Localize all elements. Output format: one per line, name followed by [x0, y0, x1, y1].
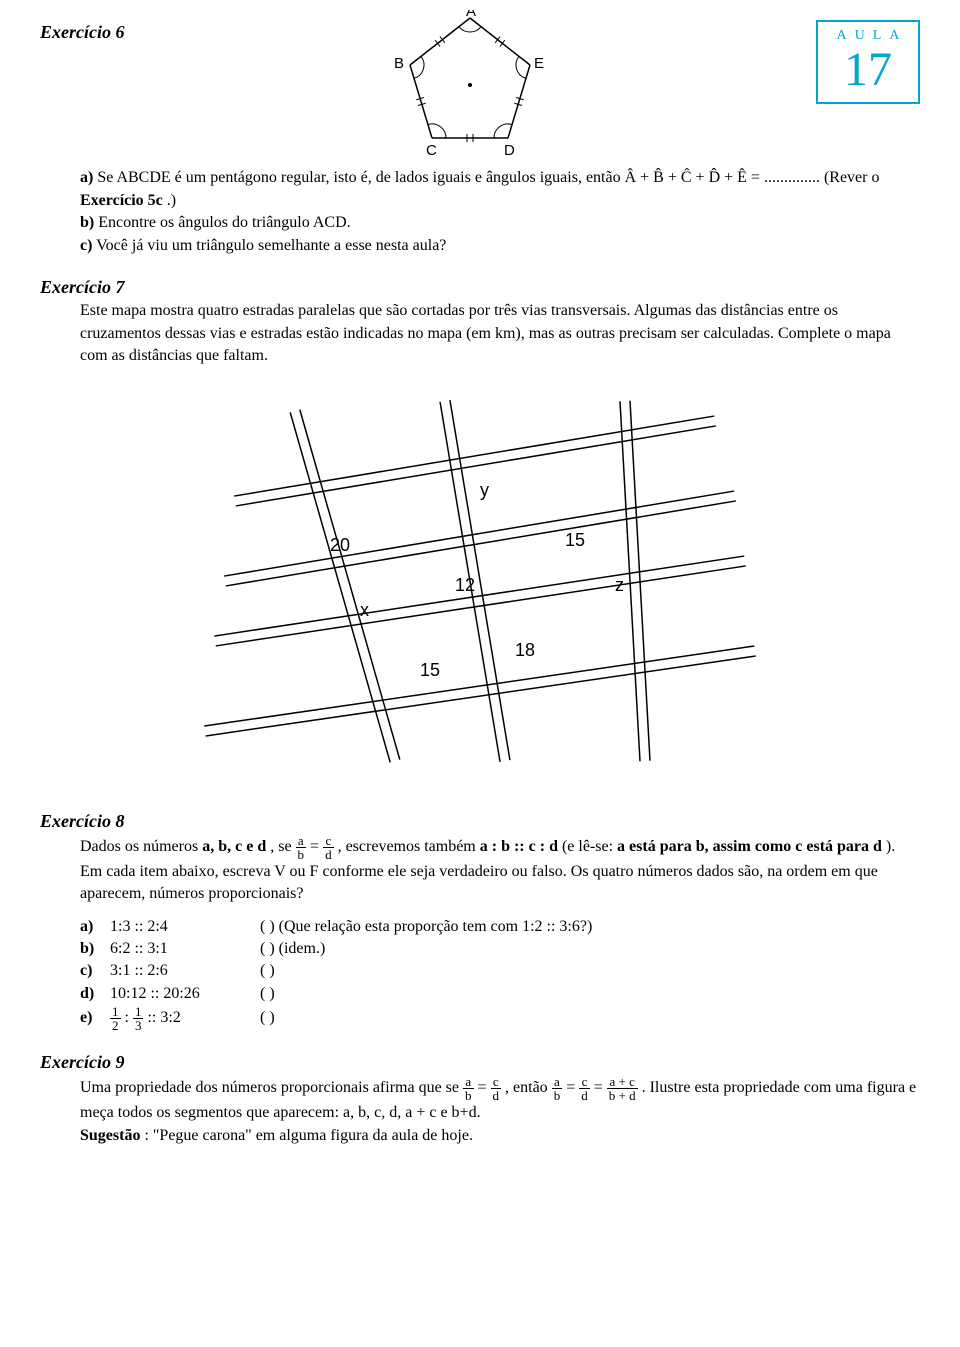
svg-text:15: 15	[565, 530, 585, 550]
ex6-a-text3: .)	[167, 192, 176, 209]
ex9-sug: : "Pegue carona" em alguma figura da aul…	[144, 1127, 472, 1144]
aula-box: AULA 17	[816, 20, 920, 104]
ex8-e-n: ( )	[260, 1007, 275, 1029]
ex6-a-formula: Â + B̂ + Ĉ + D̂ + Ê =	[625, 169, 764, 186]
ex8-read: a está para b, assim como c está para d	[617, 838, 882, 855]
frac-cd: cd	[323, 834, 334, 861]
ex8: Exercício 8 Dados os números a, b, c e d…	[40, 809, 920, 1033]
eq9c: =	[594, 1080, 607, 1097]
ex9: Exercício 9 Uma propriedade dos números …	[40, 1050, 920, 1147]
ex6-title: Exercício 6	[40, 20, 124, 45]
svg-text:18: 18	[515, 640, 535, 660]
ex8-a-n: ( ) (Que relação esta proporção tem com …	[260, 916, 592, 938]
ex8-item-a: a) 1:3 :: 2:4 ( ) (Que relação esta prop…	[80, 916, 920, 938]
ex8-item-c: c) 3:1 :: 2:6 ( )	[80, 960, 920, 982]
ex8-e-rest: :: 3:2	[147, 1009, 180, 1026]
svg-text:A: A	[466, 10, 476, 20]
svg-text:y: y	[480, 480, 489, 500]
header-row: Exercício 6 ABCDE AULA 17	[40, 20, 920, 167]
ex7-text: Este mapa mostra quatro estradas paralel…	[80, 300, 920, 367]
ex8-vars: a, b, c e d	[202, 838, 266, 855]
ex8-c-k: c)	[80, 960, 110, 982]
ex9-t1: Uma propriedade dos números proporcionai…	[80, 1080, 463, 1097]
ex6-b: b) Encontre os ângulos do triângulo ACD.	[80, 212, 920, 234]
svg-text:20: 20	[330, 535, 350, 555]
ex9-t2: , então	[505, 1080, 552, 1097]
ex8-c-p: 3:1 :: 2:6	[110, 960, 260, 982]
ex7-title: Exercício 7	[40, 275, 920, 300]
ex8-abcd: a : b :: c : d	[480, 838, 558, 855]
colon1: :	[125, 1009, 129, 1026]
frac9-2: cd	[491, 1075, 502, 1102]
eq1: =	[310, 838, 323, 855]
ex9-body: Uma propriedade dos números proporcionai…	[80, 1075, 920, 1147]
item-a-label: a)	[80, 169, 93, 186]
svg-text:x: x	[360, 600, 369, 620]
ex8-b-p: 6:2 :: 3:1	[110, 938, 260, 960]
ex9-sug-label: Sugestão	[80, 1127, 140, 1144]
ex6-c-text: Você já viu um triângulo semelhante a es…	[96, 237, 446, 254]
ex8-d-n: ( )	[260, 983, 275, 1005]
ex6-body: a) Se ABCDE é um pentágono regular, isto…	[80, 167, 920, 257]
ex8-a-k: a)	[80, 916, 110, 938]
svg-text:12: 12	[455, 575, 475, 595]
ex8-item-e: e) 12 : 13 :: 3:2 ( )	[80, 1005, 920, 1032]
ex7: Exercício 7 Este mapa mostra quatro estr…	[40, 275, 920, 779]
svg-text:C: C	[426, 142, 437, 159]
eq9b: =	[566, 1080, 579, 1097]
ex8-a-p: 1:3 :: 2:4	[110, 916, 260, 938]
ex8-e-k: e)	[80, 1007, 110, 1029]
aula-number: 17	[818, 46, 918, 94]
ex6-a-ref: Exercício 5c	[80, 192, 163, 209]
frac9-5: a + cb + d	[607, 1075, 638, 1102]
eq9a: =	[478, 1080, 491, 1097]
ex8-b-n: ( ) (idem.)	[260, 938, 325, 960]
ex8-intro-b: , se	[270, 838, 295, 855]
frac-e2: 13	[133, 1005, 144, 1032]
ex8-item-d: d) 10:12 :: 20:26 ( )	[80, 983, 920, 1005]
ex8-items: a) 1:3 :: 2:4 ( ) (Que relação esta prop…	[40, 916, 920, 1033]
pentagon-diagram: A B C D E	[390, 10, 550, 167]
svg-text:B: B	[394, 55, 404, 72]
ex6-b-text: Encontre os ângulos do triângulo ACD.	[98, 214, 350, 231]
frac9-4: cd	[579, 1075, 590, 1102]
item-b-label: b)	[80, 214, 94, 231]
ex6-c: c) Você já viu um triângulo semelhante a…	[80, 235, 920, 257]
svg-text:D: D	[504, 142, 515, 159]
ex6-a-text2: .............. (Rever o	[764, 169, 880, 186]
frac-ab: ab	[296, 834, 307, 861]
ex8-c-n: ( )	[260, 960, 275, 982]
ex8-intro: Dados os números a, b, c e d , se ab = c…	[80, 834, 920, 906]
map-diagram: y 20 15 12 z x 18 15	[40, 381, 920, 778]
ex8-intro-a: Dados os números	[80, 838, 202, 855]
ex9-title: Exercício 9	[40, 1050, 920, 1075]
svg-text:z: z	[615, 575, 624, 595]
ex8-intro-d: (e lê-se:	[562, 838, 617, 855]
ex8-b-k: b)	[80, 938, 110, 960]
svg-text:15: 15	[420, 660, 440, 680]
frac9-1: ab	[463, 1075, 474, 1102]
ex6-a-text1: Se ABCDE é um pentágono regular, isto é,…	[97, 169, 624, 186]
frac9-3: ab	[552, 1075, 563, 1102]
frac-e1: 12	[110, 1005, 121, 1032]
ex6-a: a) Se ABCDE é um pentágono regular, isto…	[80, 167, 920, 212]
item-c-label: c)	[80, 237, 92, 254]
ex8-d-k: d)	[80, 983, 110, 1005]
ex8-e-p: 12 : 13 :: 3:2	[110, 1005, 260, 1032]
svg-text:E: E	[534, 55, 544, 72]
ex8-intro-c: , escrevemos também	[338, 838, 480, 855]
ex8-item-b: b) 6:2 :: 3:1 ( ) (idem.)	[80, 938, 920, 960]
ex8-d-p: 10:12 :: 20:26	[110, 983, 260, 1005]
ex8-title: Exercício 8	[40, 809, 920, 834]
